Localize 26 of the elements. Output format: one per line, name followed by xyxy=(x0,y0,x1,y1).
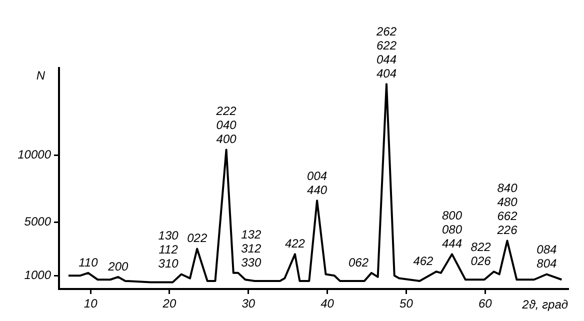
annotation: 200 xyxy=(107,259,129,274)
x-tick-label: 50 xyxy=(400,296,414,311)
annotation: 132 312 330 xyxy=(241,227,262,270)
annotation: 110 xyxy=(78,255,98,270)
y-tick-label: 10000 xyxy=(18,147,52,162)
y-axis-title: N xyxy=(36,68,46,82)
annotation: 130 112 310 xyxy=(158,228,179,271)
annotation: 462 xyxy=(413,254,434,268)
annotation: 822 026 xyxy=(470,240,492,268)
x-tick-label: 30 xyxy=(242,296,256,311)
annotation: 800 080 444 xyxy=(442,208,462,251)
annotation: 004 440 xyxy=(307,168,328,197)
x-tick-label: 60 xyxy=(478,296,492,311)
annotation: 084 804 xyxy=(536,242,558,271)
x-tick-label: 40 xyxy=(320,296,334,311)
annotation: 262 622 044 404 xyxy=(375,24,397,80)
y-tick-label: 1000 xyxy=(24,268,52,282)
annotation: 062 xyxy=(348,255,369,270)
x-tick-label: 10 xyxy=(84,296,98,311)
y-tick-label: 5000 xyxy=(24,214,52,228)
annotation: 840 480 662 226 xyxy=(496,181,518,238)
x-tick-label: 20 xyxy=(162,296,176,311)
annotation: 422 xyxy=(284,236,306,251)
annotation: 222 040 400 xyxy=(215,104,237,146)
x-axis-title: 2ϑ, град xyxy=(521,297,568,312)
annotation: 022 xyxy=(187,231,208,246)
